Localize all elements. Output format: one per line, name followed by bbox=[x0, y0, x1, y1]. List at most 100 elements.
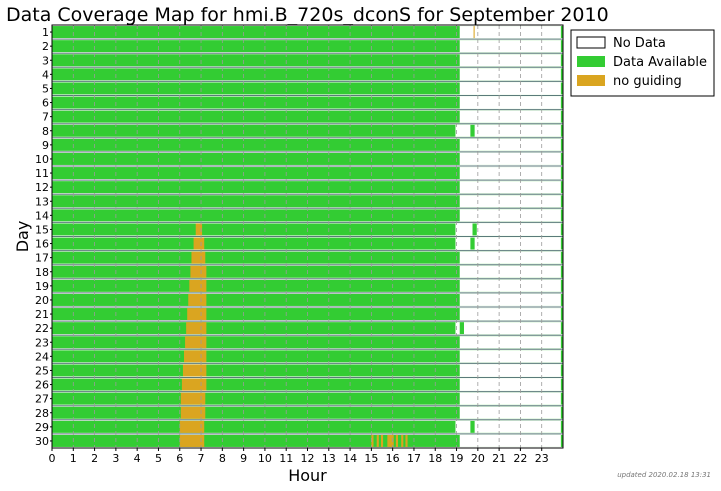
segment-day30-no-guiding bbox=[376, 434, 379, 447]
segment-day30-no-guiding bbox=[380, 434, 384, 447]
segment-day1-no-guiding bbox=[473, 26, 475, 39]
x-tick-label: 1 bbox=[70, 452, 77, 465]
segment-day6-no-data bbox=[459, 96, 561, 109]
y-tick-label: 5 bbox=[42, 82, 49, 95]
y-tick-label: 4 bbox=[42, 68, 49, 81]
segment-day19-no-guiding bbox=[189, 279, 207, 292]
segment-day22-no-guiding bbox=[186, 322, 207, 335]
y-tick-label: 6 bbox=[42, 97, 49, 110]
segment-day30-no-guiding bbox=[401, 434, 404, 447]
segment-day28-no-data bbox=[459, 406, 561, 419]
y-tick-label: 16 bbox=[35, 238, 49, 251]
y-tick-label: 30 bbox=[35, 435, 49, 448]
segment-day16-no-data bbox=[474, 237, 561, 250]
segment-day2-no-data bbox=[459, 40, 561, 53]
segment-day24-no-guiding bbox=[184, 350, 207, 363]
segment-day24-no-data bbox=[459, 350, 561, 363]
segment-day23-no-data bbox=[459, 336, 561, 349]
y-tick-label: 1 bbox=[42, 26, 49, 39]
segment-day20-no-data bbox=[459, 293, 561, 306]
segment-day25-no-data bbox=[459, 364, 561, 377]
segment-day30-no-guiding bbox=[387, 434, 394, 447]
segment-day18-no-data bbox=[459, 265, 561, 278]
y-tick-label: 24 bbox=[35, 350, 49, 363]
x-tick-label: 0 bbox=[49, 452, 56, 465]
segment-day18-no-guiding bbox=[190, 265, 207, 278]
segment-day29-no-data bbox=[455, 420, 471, 433]
segment-day21-no-guiding bbox=[187, 308, 207, 321]
segment-day30-no-guiding bbox=[395, 434, 398, 447]
y-tick-label: 29 bbox=[35, 421, 49, 434]
legend-label: no guiding bbox=[613, 74, 682, 89]
day-tick-labels: 1234567891011121314151617181920212223242… bbox=[35, 26, 52, 448]
y-tick-label: 11 bbox=[35, 167, 49, 180]
segment-day21-no-data bbox=[459, 308, 561, 321]
y-tick-label: 25 bbox=[35, 364, 49, 377]
legend-swatch bbox=[577, 75, 605, 86]
y-tick-label: 9 bbox=[42, 139, 49, 152]
x-tick-label: 4 bbox=[134, 452, 141, 465]
x-tick-label: 2 bbox=[91, 452, 98, 465]
y-tick-label: 8 bbox=[42, 125, 49, 138]
legend-swatch bbox=[577, 56, 605, 67]
y-tick-label: 18 bbox=[35, 266, 49, 279]
x-tick-label: 9 bbox=[240, 452, 247, 465]
segment-day22-no-data bbox=[455, 322, 460, 335]
segment-day9-no-data bbox=[459, 138, 561, 151]
segment-day27-no-data bbox=[459, 392, 561, 405]
x-tick-label: 23 bbox=[535, 452, 549, 465]
segment-day7-no-data bbox=[459, 110, 561, 123]
segment-day16-no-data bbox=[455, 237, 471, 250]
segment-day16-no-guiding bbox=[193, 237, 205, 250]
y-tick-label: 19 bbox=[35, 280, 49, 293]
y-axis-label: Day bbox=[13, 221, 32, 253]
segment-day17-no-data bbox=[459, 251, 561, 264]
y-tick-label: 14 bbox=[35, 209, 49, 222]
segment-day30-no-guiding bbox=[371, 434, 374, 447]
y-tick-label: 10 bbox=[35, 153, 49, 166]
segment-day23-no-guiding bbox=[185, 336, 207, 349]
segment-day15-no-guiding bbox=[195, 223, 203, 236]
segment-day11-no-data bbox=[459, 167, 561, 180]
segment-day15-no-data bbox=[476, 223, 561, 236]
legend: No Data Data Available no guiding bbox=[570, 29, 715, 97]
x-tick-label: 13 bbox=[322, 452, 336, 465]
y-tick-label: 20 bbox=[35, 294, 49, 307]
segment-day10-no-data bbox=[459, 152, 561, 165]
x-tick-label: 20 bbox=[471, 452, 485, 465]
segment-day1-no-data bbox=[459, 26, 561, 39]
x-tick-label: 18 bbox=[428, 452, 442, 465]
segment-day12-no-data bbox=[459, 181, 561, 194]
segment-day29-no-data bbox=[474, 420, 561, 433]
hour-tick-labels: 0 1 2 3 4 5 6 7 8 9 10 11 12 13 14 15 16 17 18 19 20 21 22 23 bbox=[49, 448, 549, 465]
x-axis-label: Hour bbox=[288, 466, 327, 485]
y-tick-label: 3 bbox=[42, 54, 49, 67]
y-tick-label: 23 bbox=[35, 336, 49, 349]
segment-day20-no-guiding bbox=[188, 293, 207, 306]
x-tick-label: 14 bbox=[343, 452, 357, 465]
segment-day14-no-data bbox=[459, 209, 561, 222]
x-tick-label: 17 bbox=[407, 452, 421, 465]
y-tick-label: 27 bbox=[35, 393, 49, 406]
legend-label: No Data bbox=[613, 36, 666, 51]
legend-label: Data Available bbox=[613, 55, 707, 70]
y-tick-label: 15 bbox=[35, 223, 49, 236]
segment-day4-no-data bbox=[459, 68, 561, 81]
y-tick-label: 26 bbox=[35, 379, 49, 392]
y-tick-label: 2 bbox=[42, 40, 49, 53]
segment-day30-no-data bbox=[459, 434, 561, 447]
segment-day8-no-data bbox=[474, 124, 561, 137]
y-tick-label: 12 bbox=[35, 181, 49, 194]
x-tick-label: 12 bbox=[301, 452, 315, 465]
segment-day28-no-guiding bbox=[180, 406, 206, 419]
coverage-segments bbox=[179, 26, 561, 447]
x-tick-label: 5 bbox=[155, 452, 162, 465]
x-tick-label: 3 bbox=[112, 452, 119, 465]
x-tick-label: 11 bbox=[279, 452, 293, 465]
y-tick-label: 21 bbox=[35, 308, 49, 321]
x-tick-label: 10 bbox=[258, 452, 272, 465]
y-tick-label: 28 bbox=[35, 407, 49, 420]
chart-title: Data Coverage Map for hmi.B_720s_dconS f… bbox=[6, 4, 609, 26]
segment-day30-no-guiding bbox=[179, 434, 205, 447]
